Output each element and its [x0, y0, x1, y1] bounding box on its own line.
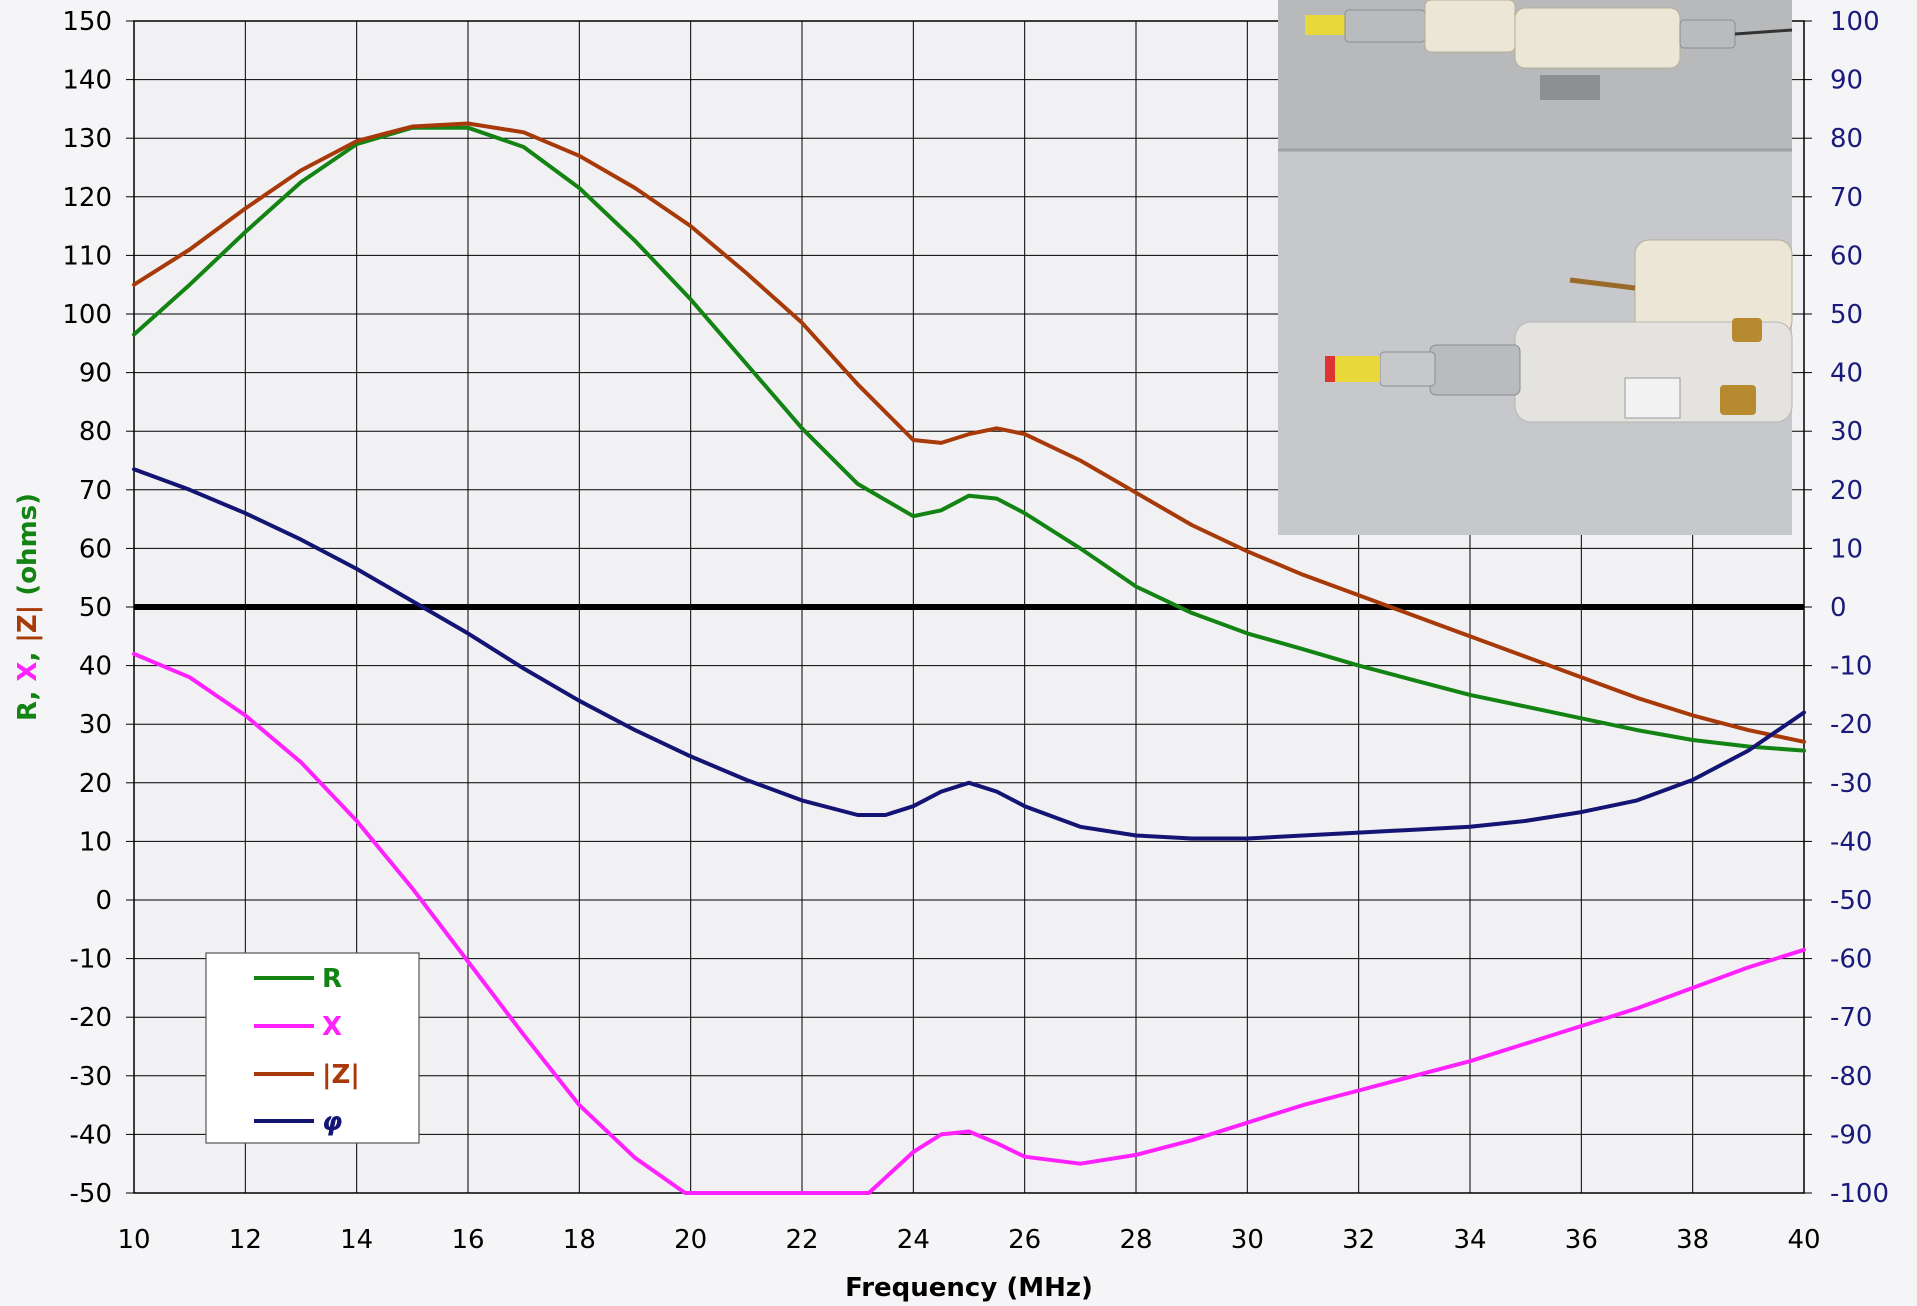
x-tick-label: 12 [229, 1225, 262, 1255]
x-tick-label: 18 [563, 1225, 596, 1255]
y-left-tick-label: 130 [62, 124, 112, 154]
y-left-tick-label: 120 [62, 183, 112, 213]
x-tick-label: 16 [451, 1225, 484, 1255]
legend-label: φ [322, 1107, 342, 1137]
x-tick-label: 32 [1342, 1225, 1375, 1255]
y-right-tick-label: 80 [1830, 124, 1863, 154]
y-right-tick-label: -70 [1830, 1003, 1872, 1033]
y-left-tick-label: 90 [79, 359, 112, 389]
y-left-tick-label: 80 [79, 417, 112, 447]
y-left-tick-label: 110 [62, 241, 112, 271]
y-left-tick-label: -40 [70, 1120, 112, 1150]
y-left-tick-label: 10 [79, 827, 112, 857]
y-axis-title: R, X, |Z| (ohms) [13, 493, 43, 721]
y-right-tick-label: 0 [1830, 593, 1847, 623]
y-right-tick-label: -100 [1830, 1179, 1889, 1209]
y-right-tick-label: -30 [1830, 769, 1872, 799]
y-axis-title-part: |Z| [13, 605, 43, 643]
series-line-φ [132, 467, 1806, 841]
y-left-tick-label: -10 [70, 945, 112, 975]
x-tick-label: 20 [674, 1225, 707, 1255]
legend-label: X [322, 1012, 342, 1042]
series-line-X [132, 651, 1806, 1195]
y-left-tick-label: 0 [95, 886, 112, 916]
y-left-tick-label: 20 [79, 769, 112, 799]
y-left-tick-label: 40 [79, 652, 112, 682]
y-right-tick-label: 90 [1830, 66, 1863, 96]
legend: RX |Z| φ [205, 952, 420, 1144]
y-left-tick-label: 50 [79, 593, 112, 623]
y-left-tick-label: -50 [70, 1179, 112, 1209]
photo-inset [1278, 0, 1793, 535]
y-axis-left-ticks: 1501401301201101009080706050403020100-10… [62, 7, 112, 1209]
y-left-tick-label: 30 [79, 710, 112, 740]
y-right-tick-label: -60 [1830, 945, 1872, 975]
x-tick-label: 36 [1565, 1225, 1598, 1255]
series-lines [132, 121, 1806, 1195]
y-axis-title-part: R [13, 701, 43, 722]
y-left-tick-label: -20 [70, 1003, 112, 1033]
x-tick-label: 26 [1008, 1225, 1041, 1255]
y-right-tick-label: -90 [1830, 1120, 1872, 1150]
x-tick-label: 28 [1119, 1225, 1152, 1255]
y-axis-title-part: (ohms) [13, 493, 43, 605]
y-left-tick-label: 60 [79, 534, 112, 564]
y-right-tick-label: 100 [1830, 7, 1880, 37]
y-right-tick-label: 60 [1830, 241, 1863, 271]
x-tick-label: 22 [785, 1225, 818, 1255]
legend-label: |Z| [322, 1060, 360, 1090]
series-line-|Z| [132, 121, 1806, 744]
y-right-tick-label: -80 [1830, 1062, 1872, 1092]
x-tick-label: 10 [117, 1225, 150, 1255]
y-axis-title-part: , [13, 643, 43, 662]
y-right-tick-label: -40 [1830, 827, 1872, 857]
x-axis-ticks: 10 12 14 16 18 20 22 24 26 28 30 32 34 36 38 40 [117, 1225, 1820, 1255]
x-axis-title: Frequency (MHz) [845, 1273, 1093, 1303]
y-left-tick-label: -30 [70, 1062, 112, 1092]
y-left-tick-label: 70 [79, 476, 112, 506]
x-tick-label: 24 [897, 1225, 930, 1255]
series-line-R [132, 125, 1806, 753]
x-tick-label: 14 [340, 1225, 373, 1255]
y-axis-title-part: X [13, 662, 43, 682]
y-axis-title-part: , [13, 682, 43, 701]
y-right-tick-label: 70 [1830, 183, 1863, 213]
y-axis-right-ticks: 1009080706050403020100-10-20-30-40-50-60… [1830, 7, 1889, 1209]
y-right-tick-label: 10 [1830, 534, 1863, 564]
y-right-tick-label: 40 [1830, 359, 1863, 389]
y-right-tick-label: 20 [1830, 476, 1863, 506]
y-right-tick-label: 50 [1830, 300, 1863, 330]
y-right-tick-label: -50 [1830, 886, 1872, 916]
y-right-tick-label: 30 [1830, 417, 1863, 447]
x-tick-label: 38 [1676, 1225, 1709, 1255]
y-right-tick-label: -20 [1830, 710, 1872, 740]
legend-label: R [322, 964, 342, 994]
y-left-tick-label: 140 [62, 66, 112, 96]
x-tick-label: 40 [1787, 1225, 1820, 1255]
x-tick-label: 34 [1453, 1225, 1486, 1255]
x-tick-label: 30 [1231, 1225, 1264, 1255]
y-right-tick-label: -10 [1830, 652, 1872, 682]
y-left-tick-label: 150 [62, 7, 112, 37]
y-left-tick-label: 100 [62, 300, 112, 330]
